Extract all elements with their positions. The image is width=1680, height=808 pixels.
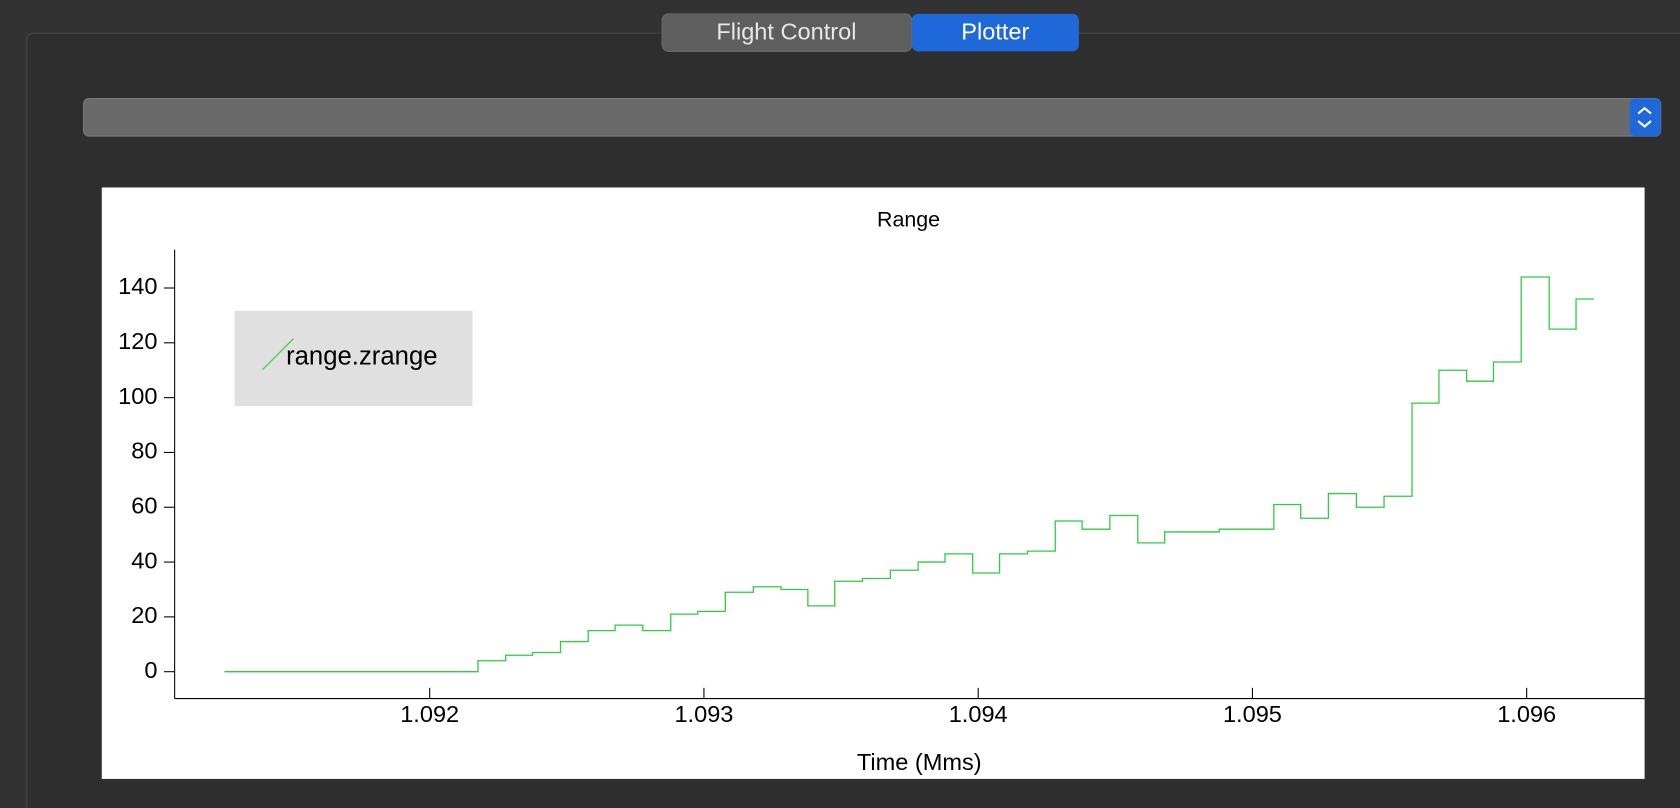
y-tick-label: 40 — [131, 547, 157, 573]
tab-label: Flight Control — [716, 18, 856, 44]
legend-swatch — [262, 338, 294, 371]
y-tick-label: 140 — [118, 273, 157, 299]
x-tick-label: 1.094 — [949, 701, 1008, 727]
x-axis-label: Time (Mms) — [857, 749, 982, 775]
legend-label: range.zrange — [286, 343, 437, 371]
y-tick-label: 80 — [131, 438, 157, 464]
y-tick-label: 20 — [131, 602, 157, 628]
x-tick-label: 1.093 — [674, 701, 733, 727]
tab-label: Plotter — [961, 18, 1029, 44]
x-tick-label: 1.095 — [1223, 701, 1282, 727]
y-tick-label: 60 — [131, 492, 157, 518]
dropdown-arrows — [1637, 106, 1652, 128]
y-tick-label: 0 — [144, 657, 157, 683]
plot-area — [101, 187, 1645, 779]
chart-title: Range — [877, 207, 940, 231]
y-tick-label: 100 — [118, 383, 157, 409]
x-tick-label: 1.096 — [1497, 701, 1556, 727]
dropdown[interactable] — [83, 98, 1662, 137]
tab-plotter[interactable] — [911, 13, 1079, 52]
x-tick-label: 1.092 — [400, 701, 459, 727]
dropdown-button[interactable] — [1629, 98, 1661, 137]
y-tick-label: 120 — [118, 328, 157, 354]
